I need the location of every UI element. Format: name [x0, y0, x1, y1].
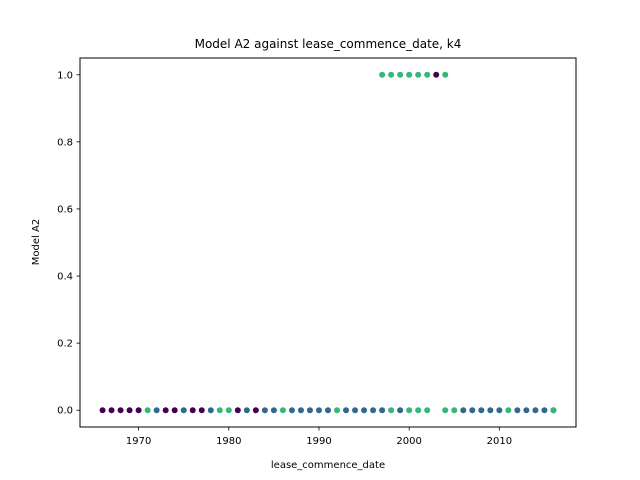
data-point: [442, 407, 449, 414]
data-point: [514, 407, 521, 414]
data-point: [442, 71, 449, 78]
data-point: [126, 407, 133, 414]
data-point: [397, 407, 404, 414]
y-axis-ticks: 0.0 0.2 0.4 0.6 0.8 1.0: [57, 70, 80, 417]
x-axis-label: lease_commence_date: [271, 460, 385, 471]
chart-title: Model A2 against lease_commence_date, k4: [195, 37, 462, 51]
x-tick-label: 1980: [216, 436, 241, 447]
x-axis-ticks: 1970 1980 1990 2000 2010: [126, 427, 512, 447]
data-point: [379, 407, 386, 414]
data-point: [261, 407, 268, 414]
y-tick-label: 0.2: [57, 339, 73, 350]
x-tick-label: 1990: [306, 436, 331, 447]
data-point: [153, 407, 160, 414]
data-point: [451, 407, 458, 414]
data-point: [270, 407, 277, 414]
y-tick-label: 1.0: [57, 70, 73, 81]
data-point: [406, 407, 413, 414]
data-point: [162, 407, 169, 414]
data-point: [424, 71, 431, 78]
data-point: [388, 71, 395, 78]
data-point: [108, 407, 115, 414]
data-point: [397, 71, 404, 78]
data-point: [388, 407, 395, 414]
x-tick-label: 2000: [396, 436, 421, 447]
data-point: [541, 407, 548, 414]
data-point: [252, 407, 259, 414]
data-point: [406, 71, 413, 78]
data-point: [288, 407, 295, 414]
x-tick-label: 1970: [126, 436, 151, 447]
data-point: [379, 71, 386, 78]
data-point: [297, 407, 304, 414]
data-point: [234, 407, 241, 414]
y-tick-label: 0.8: [57, 137, 73, 148]
data-point: [189, 407, 196, 414]
data-point: [216, 407, 223, 414]
data-point: [343, 407, 350, 414]
data-point: [478, 407, 485, 414]
data-point: [198, 407, 205, 414]
y-tick-label: 0.0: [57, 406, 73, 417]
data-point: [180, 407, 187, 414]
data-point: [315, 407, 322, 414]
data-point: [433, 71, 440, 78]
data-point: [279, 407, 286, 414]
data-point: [496, 407, 503, 414]
data-point: [460, 407, 467, 414]
data-point: [225, 407, 232, 414]
data-point: [135, 407, 142, 414]
data-point: [415, 407, 422, 414]
y-tick-label: 0.6: [57, 204, 73, 215]
y-tick-label: 0.4: [57, 272, 73, 283]
x-tick-label: 2010: [487, 436, 512, 447]
data-point: [361, 407, 368, 414]
data-point: [117, 407, 124, 414]
data-point: [243, 407, 250, 414]
data-point: [550, 407, 557, 414]
data-point: [469, 407, 476, 414]
data-point: [415, 71, 422, 78]
y-axis-label: Model A2: [31, 219, 42, 265]
data-point: [424, 407, 431, 414]
data-points: [99, 71, 557, 414]
data-point: [370, 407, 377, 414]
data-point: [532, 407, 539, 414]
plot-frame: [79, 57, 577, 428]
data-point: [144, 407, 151, 414]
data-point: [325, 407, 331, 414]
data-point: [306, 407, 313, 414]
data-point: [523, 407, 530, 414]
data-point: [505, 407, 512, 414]
data-point: [487, 407, 494, 414]
data-point: [334, 407, 341, 414]
data-point: [99, 407, 106, 414]
data-point: [171, 407, 178, 414]
data-point: [352, 407, 359, 414]
data-point: [207, 407, 214, 414]
